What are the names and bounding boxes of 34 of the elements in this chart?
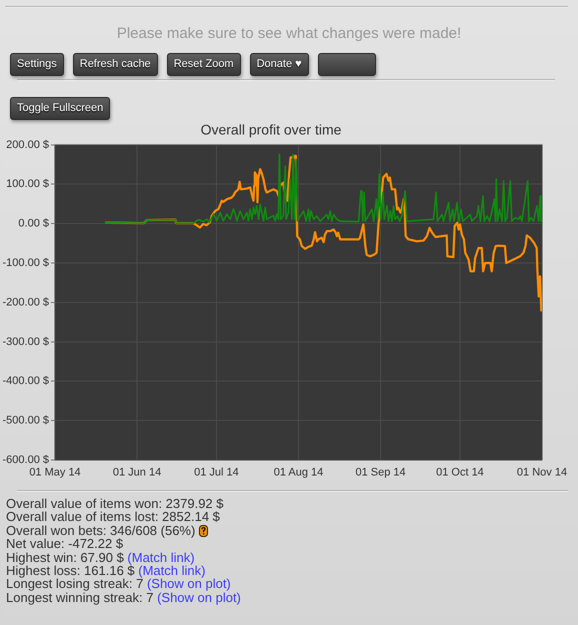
text: Overall value of items lost: 2852.14 $ bbox=[6, 509, 220, 524]
y-tick-label: -300.00 $ bbox=[2, 336, 49, 348]
text: (Show on plot) bbox=[157, 590, 241, 605]
y-tick-label: 200.00 $ bbox=[6, 138, 49, 151]
text: Overall value of items won: 2379.92 $ bbox=[6, 496, 224, 511]
text: (Match link) bbox=[127, 550, 195, 565]
y-tick-label: -600.00 $ bbox=[2, 454, 49, 466]
button[interactable] bbox=[318, 53, 376, 76]
y-tick-label: -200.00 $ bbox=[2, 296, 49, 308]
button[interactable]: Donate ♥ bbox=[250, 53, 309, 76]
button[interactable]: Settings bbox=[10, 53, 64, 76]
y-tick-label: -100.00 $ bbox=[2, 257, 49, 270]
y-tick-label: -400.00 $ bbox=[2, 375, 49, 388]
text: Net value: -472.22 $ bbox=[6, 536, 124, 552]
x-tick-label: 01 Oct 14 bbox=[436, 466, 484, 479]
x-tick-label: 01 Sep 14 bbox=[355, 466, 406, 479]
text: Highest win: 67.90 $ bbox=[6, 550, 124, 565]
text: (Match link) bbox=[138, 563, 206, 578]
text: Overall won bets: 346/608 (56%) bbox=[6, 522, 196, 538]
text: (Show on plot) bbox=[146, 576, 231, 592]
button[interactable]: Refresh cache bbox=[72, 53, 158, 76]
y-tick-label: 100.00 $ bbox=[6, 178, 49, 190]
x-tick-label: 01 May 14 bbox=[29, 466, 81, 479]
x-tick-label: 01 Jun 14 bbox=[112, 466, 162, 479]
chart-title: Overall profit over time bbox=[200, 121, 342, 138]
text: Please make sure to see what changes were made! bbox=[116, 25, 462, 42]
button[interactable]: Toggle Fullscreen bbox=[10, 97, 110, 120]
y-tick-label: 0.00 $ bbox=[18, 218, 49, 230]
x-tick-label: 01 Jul 14 bbox=[194, 466, 239, 479]
x-tick-label: 01 Nov 14 bbox=[516, 466, 568, 479]
y-tick-label: -500.00 $ bbox=[2, 414, 49, 427]
text: Longest winning streak: 7 bbox=[6, 590, 154, 605]
x-tick-label: 01 Aug 14 bbox=[274, 466, 324, 479]
button[interactable]: Reset Zoom bbox=[166, 53, 241, 76]
